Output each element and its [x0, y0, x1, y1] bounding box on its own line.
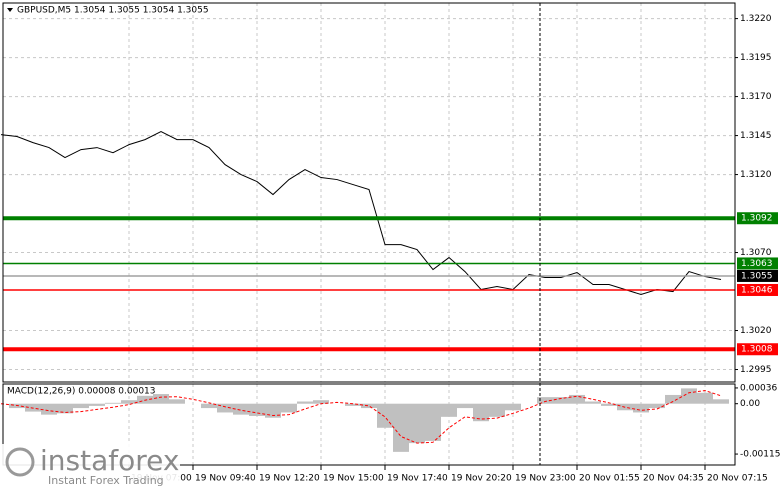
macd-bar [153, 394, 169, 404]
macd-bar [649, 403, 665, 409]
level-label-bg [737, 257, 778, 270]
x-tick-label: 19 Nov 12:20 [259, 474, 320, 484]
macd-panel: 0.00036 0.00 -0.00115 [0, 383, 780, 465]
level-label-bg [737, 212, 778, 225]
watermark-logo [5, 447, 35, 477]
level-label: 1.3092 [741, 214, 773, 224]
macd-bar [217, 403, 233, 413]
x-tick-label: 20 Nov 01:55 [579, 474, 640, 484]
macd-bar [377, 403, 393, 428]
macd-bar [361, 403, 377, 409]
level-label-bg [737, 343, 778, 356]
macd-bar [585, 401, 601, 404]
x-tick-label: 19 Nov 15:00 [323, 474, 384, 484]
macd-bar [89, 403, 105, 406]
macd-bar [601, 403, 617, 406]
macd-bar [441, 403, 457, 417]
y-tick-label: 0.00036 [740, 383, 777, 393]
level-label: 1.3063 [741, 259, 773, 269]
price-frame [2, 2, 736, 383]
macd-bar [233, 403, 249, 415]
menu-arrow [7, 8, 13, 12]
x-tick-label: 19 Nov 20:20 [451, 474, 512, 484]
level-label-bg [737, 269, 778, 282]
macd-bar [73, 403, 89, 409]
macd-bar [713, 399, 729, 404]
macd-bar [473, 403, 489, 422]
macd-bar [105, 402, 121, 404]
macd-bar [265, 403, 281, 418]
level-label: 1.3046 [741, 285, 773, 295]
y-tick-label: 1.3220 [740, 14, 772, 24]
level-label: 1.3008 [741, 345, 773, 355]
macd-bar [457, 403, 473, 409]
macd-bar [409, 403, 425, 444]
level-label-bg [737, 283, 778, 296]
price-panel: 1.32201.31951.31701.31451.31201.30701.30… [0, 3, 778, 382]
macd-bar [425, 403, 441, 441]
x-tick-label: 19 Nov 17:40 [387, 474, 448, 484]
macd-bar [505, 403, 521, 411]
macd-bar [489, 403, 505, 417]
macd-bar [281, 403, 297, 413]
y-tick-label: 1.2995 [740, 365, 772, 375]
macd-bar [41, 403, 57, 415]
macd-bar [665, 394, 681, 404]
macd-title: MACD(12,26,9) 0.00008 0.00013 [7, 387, 156, 397]
y-tick-label: 0.00 [740, 399, 760, 409]
y-tick-label: 1.3020 [740, 326, 772, 336]
watermark-slogan: Instant Forex Trading [48, 474, 164, 487]
macd-bar [121, 400, 137, 404]
macd-bar [57, 403, 73, 414]
level-label: 1.3055 [741, 271, 773, 281]
price-line [0, 130, 722, 296]
y-tick-label: -0.00115 [740, 450, 780, 460]
x-tick-label: 20 Nov 04:35 [643, 474, 704, 484]
macd-bar [633, 403, 649, 413]
macd-frame [2, 383, 736, 466]
signal-line [0, 390, 722, 444]
macd-bar [249, 403, 265, 416]
macd-bar [553, 397, 569, 404]
macd-bar [393, 403, 409, 452]
macd-bar [697, 392, 713, 404]
macd-bar [537, 397, 553, 404]
price-title: GBPUSD,M5 1.3054 1.3055 1.3054 1.3055 [17, 6, 209, 16]
macd-bar [297, 401, 313, 404]
x-tick-label: 20 Nov 07:15 [707, 474, 768, 484]
macd-bar [345, 403, 361, 406]
x-tick-label: 19 Nov 23:00 [515, 474, 576, 484]
watermark-brand: instaforex [40, 444, 179, 477]
macd-bar [569, 394, 585, 404]
macd-bar [201, 403, 217, 409]
y-tick-label: 1.3120 [740, 170, 772, 180]
y-tick-label: 1.3195 [740, 53, 772, 63]
macd-bar [313, 400, 329, 404]
macd-bar [169, 399, 185, 404]
watermark: instaforex Instant Forex Trading [0, 444, 180, 489]
y-tick-label: 1.3145 [740, 131, 772, 141]
y-tick-label: 1.3170 [740, 92, 772, 102]
x-tick-label: 19 Nov 09:40 [195, 474, 256, 484]
macd-bar [681, 388, 697, 404]
y-tick-label: 1.3070 [740, 248, 772, 258]
